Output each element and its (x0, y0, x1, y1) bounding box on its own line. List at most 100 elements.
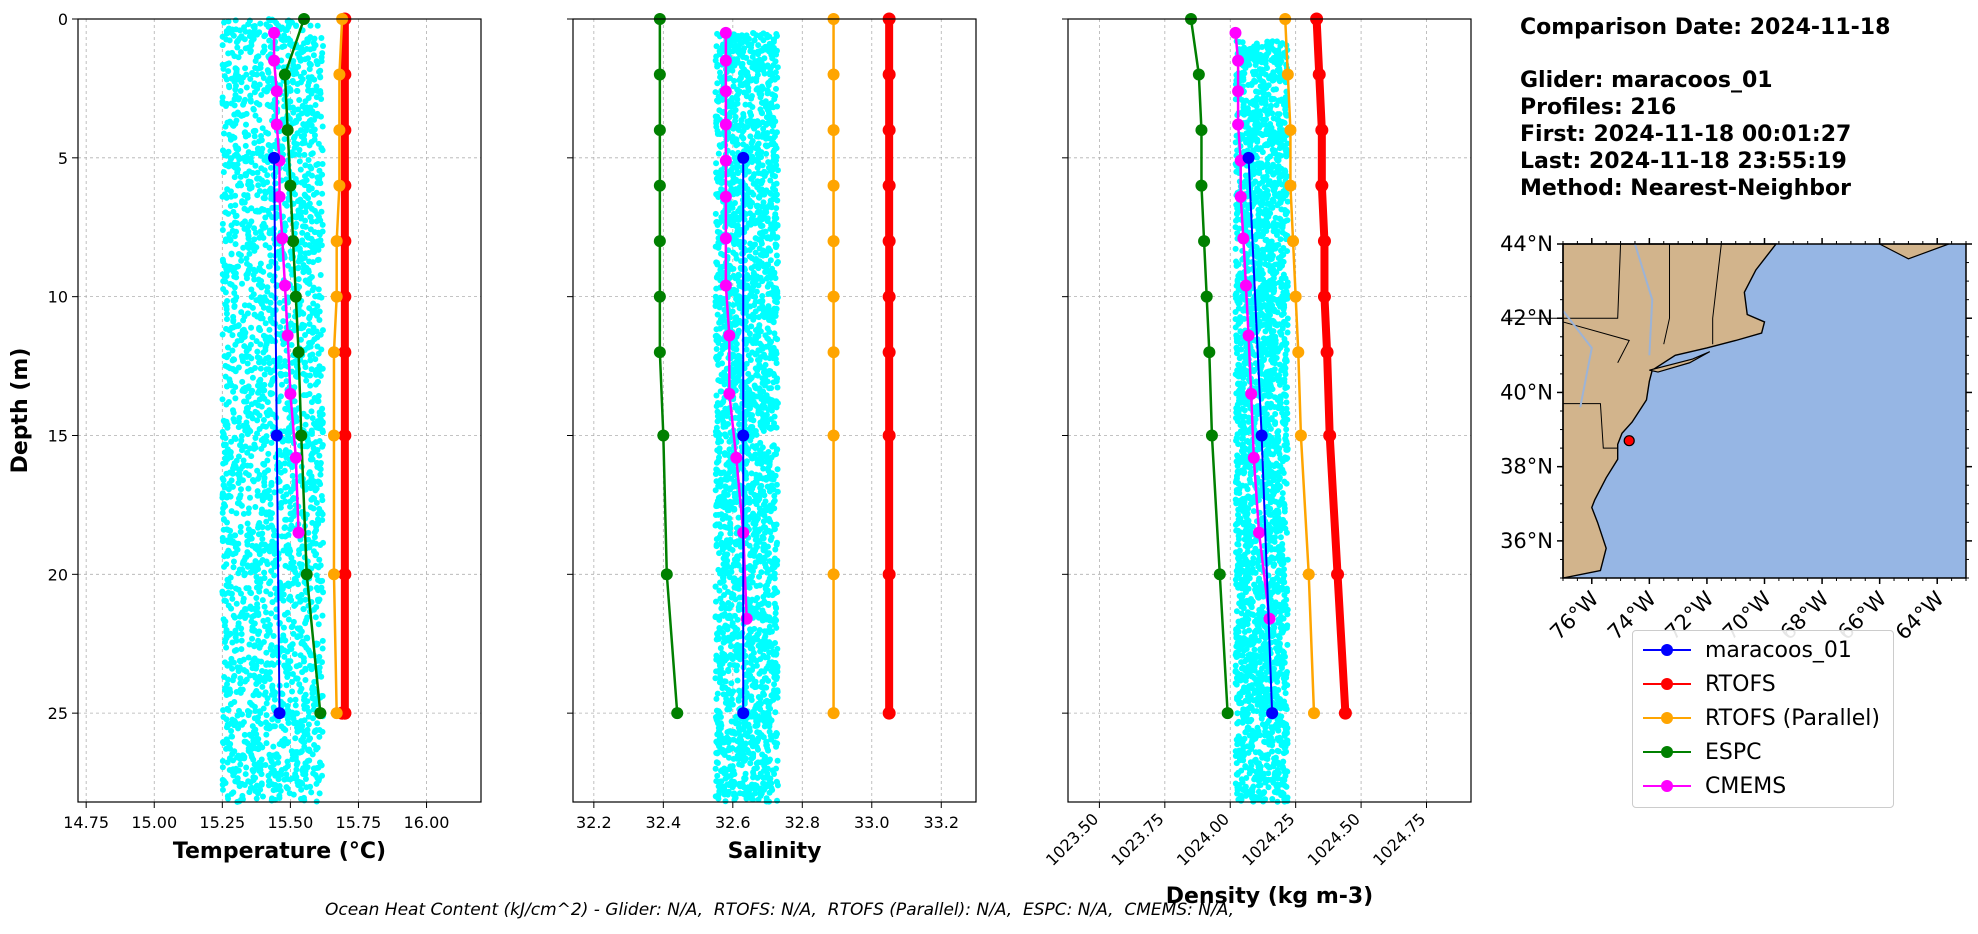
scatter-point (226, 118, 233, 125)
scatter-point (261, 603, 268, 610)
scatter-point (755, 42, 762, 49)
scatter-point (233, 145, 240, 152)
scatter-point (225, 163, 232, 170)
scatter-point (223, 519, 230, 526)
scatter-point (308, 218, 315, 225)
scatter-point (755, 746, 762, 753)
scatter-point (241, 570, 248, 577)
scatter-point (766, 190, 773, 197)
scatter-point (227, 155, 234, 162)
scatter-point (750, 649, 757, 656)
x-tick-label: 15.25 (199, 813, 245, 832)
scatter-point (312, 422, 319, 429)
scatter-point (270, 761, 277, 768)
x-tick-label: 32.6 (715, 813, 751, 832)
scatter-point (264, 488, 271, 495)
scatter-point (253, 338, 260, 345)
scatter-point (774, 687, 781, 694)
scatter-point (719, 346, 726, 353)
scatter-point (237, 680, 244, 687)
scatter-point (263, 740, 270, 747)
scatter-point (299, 735, 306, 742)
scatter-point (231, 174, 238, 181)
scatter-point (764, 215, 771, 222)
series-point (327, 346, 340, 359)
scatter-point (223, 30, 230, 37)
scatter-point (734, 642, 741, 649)
scatter-point (305, 721, 312, 728)
series-point (289, 451, 302, 464)
scatter-point (319, 429, 326, 436)
scatter-point (733, 255, 740, 262)
scatter-point (305, 74, 312, 81)
scatter-point (251, 672, 258, 679)
scatter-point (231, 672, 238, 679)
scatter-point (734, 299, 741, 306)
scatter-point (241, 731, 248, 738)
scatter-point (733, 223, 740, 230)
scatter-point (721, 450, 728, 457)
scatter-point (249, 701, 256, 708)
series-point (330, 235, 343, 248)
scatter-point (248, 324, 255, 331)
scatter-point (294, 748, 301, 755)
scatter-point (290, 495, 297, 502)
scatter-point (771, 330, 778, 337)
scatter-point (259, 744, 266, 751)
scatter-point (713, 424, 720, 431)
scatter-point (315, 161, 322, 168)
scatter-point (220, 707, 227, 714)
scatter-point (315, 293, 322, 300)
scatter-point (289, 688, 296, 695)
scatter-point (280, 634, 287, 641)
scatter-point (760, 377, 767, 384)
scatter-point (245, 505, 252, 512)
scatter-point (308, 128, 315, 135)
scatter-point (713, 503, 720, 510)
scatter-point (271, 141, 278, 148)
scatter-point (302, 372, 309, 379)
scatter-point (774, 797, 781, 804)
scatter-point (298, 591, 305, 598)
scatter-point (309, 339, 316, 346)
scatter-point (300, 121, 307, 128)
scatter-point (717, 480, 724, 487)
scatter-point (773, 242, 780, 249)
scatter-point (283, 771, 290, 778)
scatter-point (300, 48, 307, 55)
scatter-point (258, 206, 265, 213)
scatter-point (762, 753, 769, 760)
scatter-point (310, 52, 317, 59)
scatter-point (754, 118, 761, 125)
scatter-point (282, 200, 289, 207)
scatter-point (318, 208, 325, 215)
scatter-point (262, 320, 269, 327)
scatter-point (302, 771, 309, 778)
scatter-point (307, 504, 314, 511)
scatter-point (223, 561, 230, 568)
scatter-point (258, 92, 265, 99)
scatter-point (256, 584, 263, 591)
scatter-point (255, 545, 262, 552)
scatter-point (745, 84, 752, 91)
scatter-point (290, 712, 297, 719)
scatter-point (263, 558, 270, 565)
scatter-point (231, 102, 238, 109)
scatter-point (220, 169, 227, 176)
scatter-point (235, 779, 242, 786)
scatter-point (220, 147, 227, 154)
scatter-point (265, 83, 272, 90)
scatter-point (767, 368, 774, 375)
scatter-point (252, 268, 259, 275)
scatter-point (289, 671, 296, 678)
scatter-point (755, 282, 762, 289)
scatter-point (245, 654, 252, 661)
scatter-point (713, 259, 720, 266)
series-point (338, 345, 352, 359)
scatter-point (753, 393, 760, 400)
scatter-point (286, 461, 293, 468)
scatter-point (309, 150, 316, 157)
scatter-point (304, 757, 311, 764)
scatter-point (770, 565, 777, 572)
scatter-point (308, 172, 315, 179)
